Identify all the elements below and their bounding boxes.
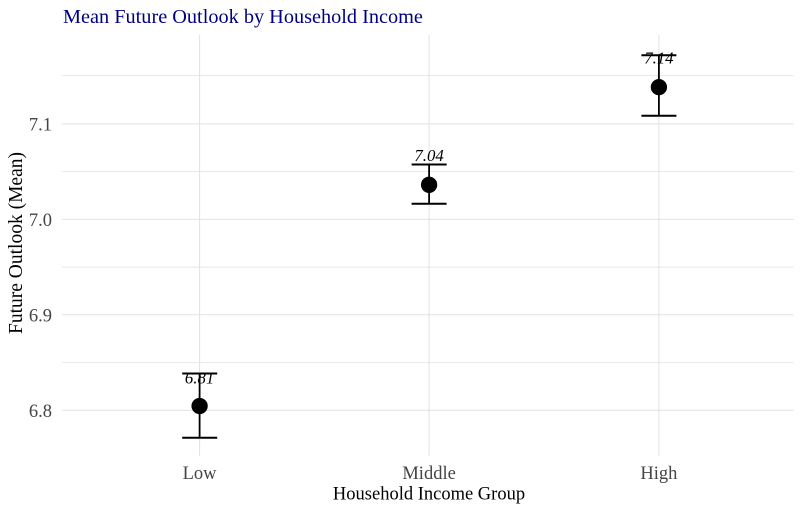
- svg-text:7.14: 7.14: [644, 49, 674, 68]
- svg-text:7.04: 7.04: [414, 146, 444, 165]
- svg-text:Middle: Middle: [402, 464, 455, 484]
- svg-text:Household Income Group: Household Income Group: [333, 485, 525, 505]
- svg-text:7.0: 7.0: [29, 211, 52, 231]
- svg-text:6.81: 6.81: [185, 368, 214, 387]
- svg-text:High: High: [640, 464, 677, 484]
- svg-text:7.1: 7.1: [29, 115, 52, 135]
- svg-text:Future Outlook (Mean): Future Outlook (Mean): [6, 152, 27, 334]
- svg-text:Low: Low: [183, 464, 218, 484]
- svg-text:Mean Future Outlook by Househo: Mean Future Outlook by Household Income: [63, 6, 423, 28]
- svg-text:6.9: 6.9: [29, 306, 52, 326]
- svg-text:6.8: 6.8: [29, 402, 52, 422]
